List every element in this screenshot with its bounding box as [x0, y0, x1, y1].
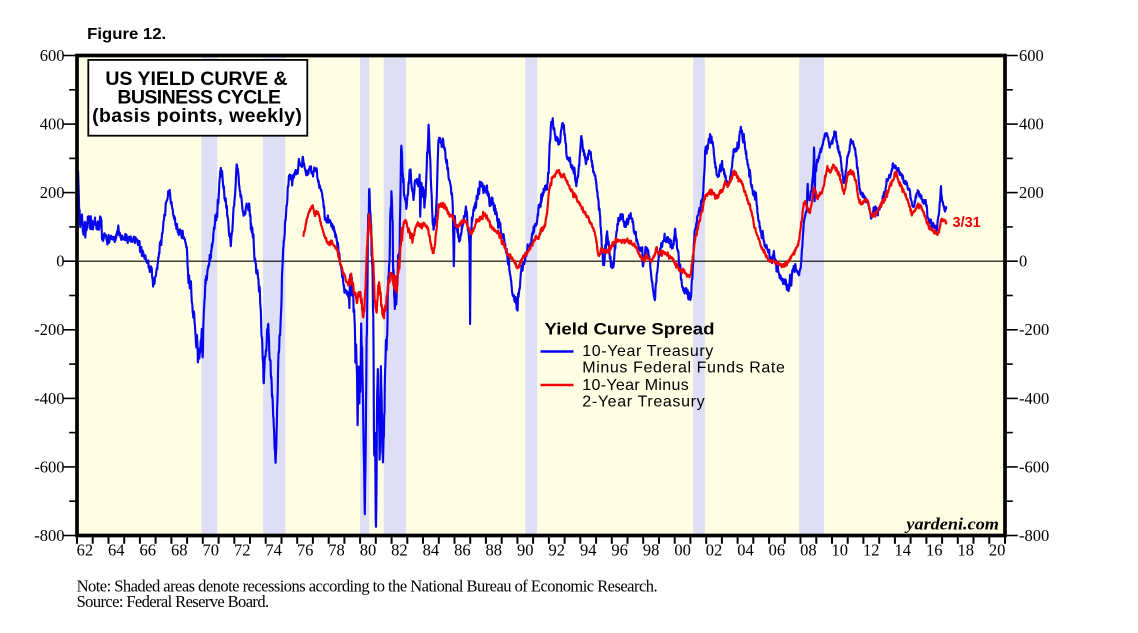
svg-text:-200: -200 [1019, 320, 1049, 339]
svg-text:0: 0 [1019, 252, 1027, 271]
svg-text:Note: Shaded areas denote rece: Note: Shaded areas denote recessions acc… [77, 577, 658, 596]
svg-text:18: 18 [957, 541, 974, 560]
svg-text:96: 96 [611, 541, 628, 560]
svg-text:200: 200 [1019, 183, 1044, 202]
svg-text:yardeni.com: yardeni.com [904, 515, 999, 534]
svg-text:12: 12 [863, 541, 880, 560]
svg-text:BUSINESS CYCLE: BUSINESS CYCLE [117, 87, 281, 109]
svg-text:-600: -600 [1019, 457, 1049, 476]
svg-text:3/31: 3/31 [953, 215, 981, 231]
svg-text:-800: -800 [1019, 526, 1049, 545]
svg-text:06: 06 [769, 541, 786, 560]
svg-text:86: 86 [454, 541, 471, 560]
svg-text:78: 78 [328, 541, 345, 560]
svg-text:62: 62 [77, 541, 94, 560]
svg-text:US YIELD CURVE &: US YIELD CURVE & [105, 68, 287, 90]
svg-text:400: 400 [40, 115, 65, 134]
svg-text:80: 80 [360, 541, 377, 560]
svg-text:10-Year Minus: 10-Year Minus [582, 377, 688, 394]
svg-text:10-Year Treasury: 10-Year Treasury [582, 343, 713, 360]
svg-text:92: 92 [548, 541, 565, 560]
svg-text:600: 600 [1019, 46, 1044, 65]
svg-text:16: 16 [926, 541, 943, 560]
svg-text:-600: -600 [34, 457, 64, 476]
svg-text:600: 600 [40, 46, 65, 65]
svg-text:90: 90 [517, 541, 534, 560]
svg-text:10: 10 [832, 541, 849, 560]
svg-text:04: 04 [737, 541, 754, 560]
svg-text:Yield Curve Spread: Yield Curve Spread [545, 321, 715, 339]
svg-text:0: 0 [56, 252, 64, 271]
svg-text:66: 66 [140, 541, 157, 560]
svg-text:Minus Federal Funds Rate: Minus Federal Funds Rate [582, 360, 785, 377]
svg-text:70: 70 [202, 541, 219, 560]
svg-text:84: 84 [423, 541, 440, 560]
svg-text:200: 200 [40, 183, 65, 202]
svg-text:400: 400 [1019, 115, 1044, 134]
svg-text:82: 82 [391, 541, 408, 560]
svg-text:94: 94 [580, 541, 597, 560]
svg-text:72: 72 [234, 541, 251, 560]
svg-text:14: 14 [895, 541, 912, 560]
svg-text:02: 02 [706, 541, 723, 560]
svg-text:2-Year Treasury: 2-Year Treasury [582, 393, 704, 410]
svg-text:08: 08 [800, 541, 817, 560]
svg-text:68: 68 [171, 541, 188, 560]
svg-text:64: 64 [108, 541, 125, 560]
svg-text:Figure 12.: Figure 12. [87, 26, 166, 43]
svg-text:98: 98 [643, 541, 660, 560]
svg-text:-400: -400 [34, 389, 64, 408]
svg-text:76: 76 [297, 541, 314, 560]
svg-text:Source: Federal Reserve Board.: Source: Federal Reserve Board. [77, 592, 270, 611]
svg-text:(basis points, weekly): (basis points, weekly) [92, 105, 302, 127]
svg-text:-800: -800 [34, 526, 64, 545]
svg-text:20: 20 [989, 541, 1006, 560]
svg-text:-400: -400 [1019, 389, 1049, 408]
svg-text:74: 74 [265, 541, 282, 560]
svg-text:-200: -200 [34, 320, 64, 339]
svg-text:88: 88 [486, 541, 503, 560]
svg-text:00: 00 [674, 541, 691, 560]
